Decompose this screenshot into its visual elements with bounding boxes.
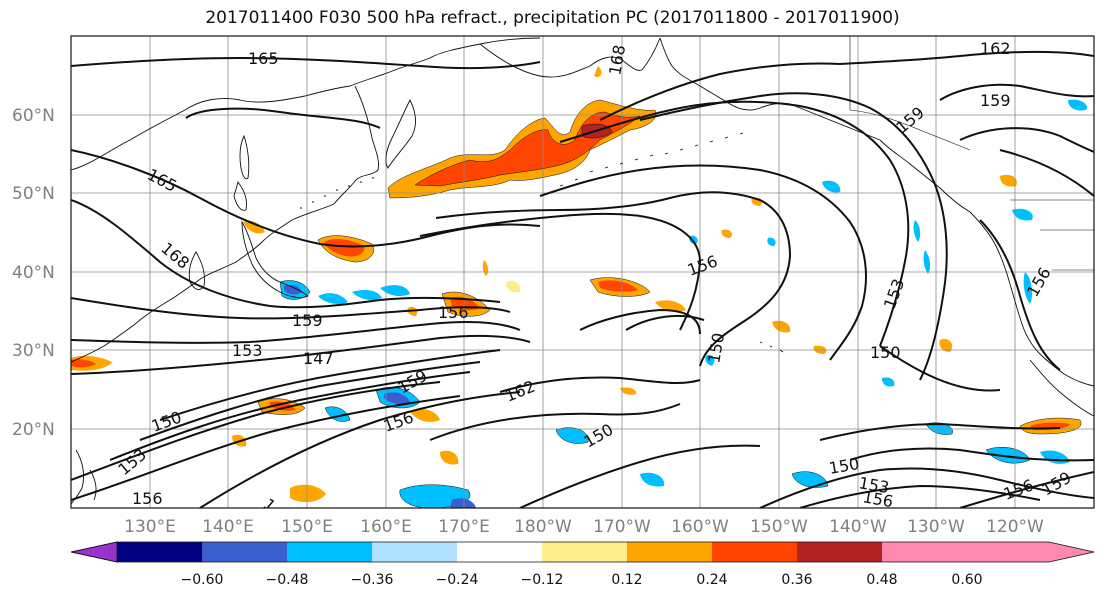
lon-label-180w: 180°W [514, 517, 572, 537]
lon-label-170e: 170°E [438, 517, 490, 537]
colorbar-tick-label: −0.36 [351, 572, 394, 588]
lon-label-150e: 150°E [281, 517, 333, 537]
colorbar-tick-label: 0.60 [951, 572, 982, 588]
contour-label-1: 165 [248, 49, 279, 68]
colorbar-segment [967, 542, 1094, 562]
contour-label-7: 153 [232, 341, 263, 360]
map-title: 2017011400 F030 500 hPa refract., precip… [205, 8, 900, 28]
contour-label-9: 156 [438, 303, 469, 322]
lon-label-170w: 170°W [593, 517, 651, 537]
colorbar-segment [797, 542, 882, 562]
colorbar-segment [712, 542, 797, 562]
colorbar [70, 541, 1095, 563]
lon-label-120w: 120°W [986, 517, 1044, 537]
lon-label-140e: 140°E [202, 517, 254, 537]
longitude-labels: 130°E 140°E 150°E 160°E 170°E 180°W 170°… [124, 517, 1044, 537]
colorbar-segment [117, 542, 202, 562]
contour-label-2: 162 [980, 39, 1011, 58]
lon-label-160e: 160°E [360, 517, 412, 537]
colorbar-segment [542, 542, 627, 562]
latitude-labels: 60°N 50°N 40°N 30°N 20°N [12, 106, 55, 440]
contour-label-3: 159 [980, 91, 1011, 110]
refractivity-contours [71, 50, 1094, 508]
lon-label-140w: 140°W [829, 517, 887, 537]
colorbar-segment [457, 542, 542, 562]
colorbar-tick-label: 0.12 [611, 572, 642, 588]
colorbar-tick-label: −0.48 [266, 572, 309, 588]
lon-label-160w: 160°W [671, 517, 729, 537]
colorbar-tick-label: 0.24 [696, 572, 727, 588]
contour-label-6: 159 [292, 311, 323, 330]
lon-label-130e: 130°E [124, 517, 176, 537]
colorbar-tick-labels: −0.60 −0.48 −0.36 −0.24 −0.12 0.12 0.24 … [181, 572, 983, 588]
lon-label-130w: 130°W [907, 517, 965, 537]
lat-label-30: 30°N [12, 341, 55, 361]
lat-label-60: 60°N [12, 106, 55, 126]
colorbar-segment [70, 541, 118, 563]
contour-label-19: 156 [861, 487, 894, 511]
colorbar-segment [202, 542, 287, 562]
plot-border [70, 35, 1095, 509]
colorbar-tick-label: −0.12 [521, 572, 564, 588]
coastlines [71, 36, 1094, 505]
colorbar-tick-label: −0.60 [181, 572, 224, 588]
colorbar-segment [372, 542, 457, 562]
contour-label-8: 147 [303, 349, 334, 368]
colorbar-tick-label: 0.48 [866, 572, 897, 588]
colorbar-outline [70, 541, 1095, 563]
lat-label-20: 20°N [12, 420, 55, 440]
lat-label-40: 40°N [12, 263, 55, 283]
lon-label-150w: 150°W [750, 517, 808, 537]
contour-label-26: 156 [132, 489, 163, 508]
colorbar-segment [627, 542, 712, 562]
gridlines [71, 36, 1094, 508]
colorbar-segment [882, 542, 967, 562]
colorbar-segment [287, 542, 372, 562]
colorbar-tick-label: 0.36 [781, 572, 812, 588]
lat-label-50: 50°N [12, 184, 55, 204]
colorbar-tick-label: −0.24 [436, 572, 479, 588]
contour-label-16: 150 [870, 343, 901, 362]
